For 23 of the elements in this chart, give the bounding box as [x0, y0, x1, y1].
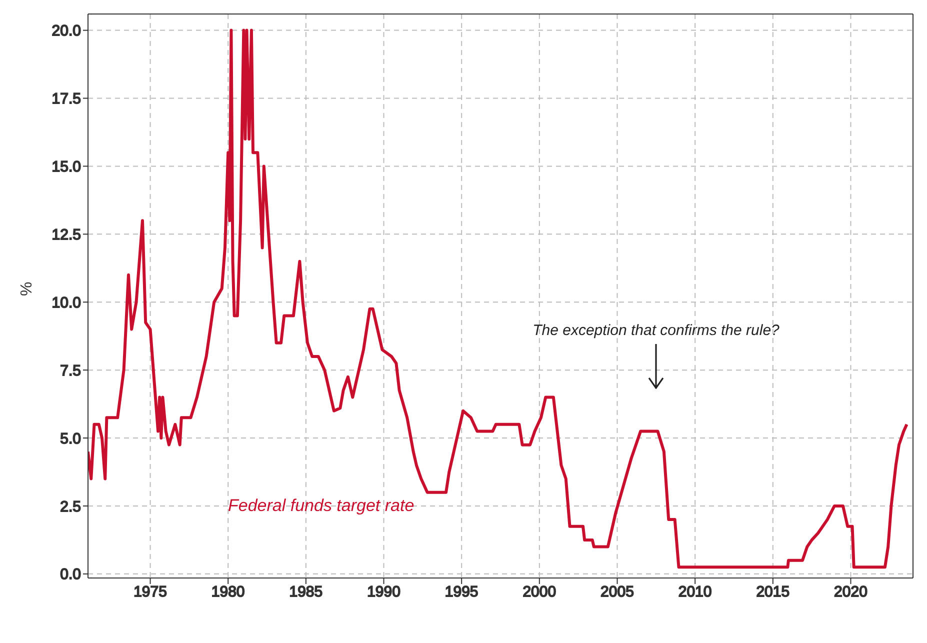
- y-tick-label: 12.5: [52, 226, 81, 244]
- x-tick-label: 2000: [522, 584, 556, 601]
- x-tick-label: 2015: [756, 584, 790, 601]
- y-axis-title: %: [18, 282, 36, 296]
- x-tick-label: 2005: [600, 584, 634, 601]
- y-tick-label: 2.5: [60, 498, 81, 516]
- series-label: Federal funds target rate: [228, 496, 414, 516]
- y-tick-label: 15.0: [52, 158, 81, 176]
- y-tick-label: 7.5: [60, 362, 81, 380]
- x-tick-label: 1980: [211, 584, 245, 601]
- x-tick-label: 1985: [289, 584, 323, 601]
- x-tick-label: 1975: [134, 584, 167, 601]
- x-tick-label: 1995: [444, 584, 478, 601]
- x-tick-label: 1990: [367, 584, 400, 601]
- line-series: [88, 28, 908, 569]
- y-tick-label: 17.5: [52, 90, 81, 108]
- y-tick-label: 0.0: [60, 566, 81, 584]
- x-tick-label: 2010: [678, 584, 712, 601]
- y-tick-label: 5.0: [60, 430, 81, 448]
- x-tick-label: 2020: [834, 584, 868, 601]
- annotation: The exception that confirms the rule?: [532, 322, 780, 339]
- y-tick-label: 10.0: [52, 294, 81, 312]
- y-tick-label: 20.0: [52, 22, 81, 40]
